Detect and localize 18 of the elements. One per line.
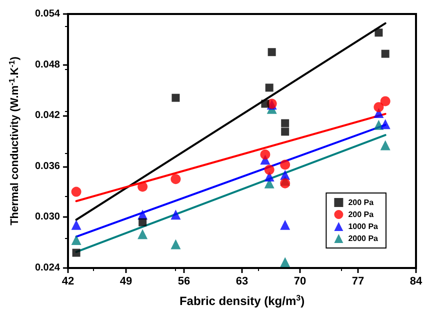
- y-tick-label: 0.036: [34, 160, 60, 172]
- y-axis-title: Thermal conductivity (W.m-1.K-1): [8, 56, 21, 226]
- legend-label: 1000 Pa: [348, 222, 379, 231]
- y-tick-label: 0.030: [34, 212, 60, 223]
- x-tick-label: 77: [352, 276, 364, 288]
- x-tick-label: 84: [410, 276, 423, 288]
- x-tick-label: 63: [236, 276, 248, 288]
- legend-label: 2000 Pa: [348, 234, 379, 243]
- y-tick-label: 0.048: [34, 59, 60, 70]
- y-tick-label: 0.042: [34, 110, 60, 122]
- x-tick-label: 70: [294, 276, 306, 288]
- y-tick-label: 0.024: [34, 262, 60, 274]
- x-tick-label: 49: [120, 276, 132, 288]
- legend-label: 200 Pa: [348, 198, 374, 207]
- legend-label: 200 Pa: [348, 210, 374, 219]
- x-tick-label: 42: [62, 276, 74, 288]
- y-tick-label: 0.054: [34, 8, 60, 20]
- x-tick-label: 56: [178, 276, 190, 288]
